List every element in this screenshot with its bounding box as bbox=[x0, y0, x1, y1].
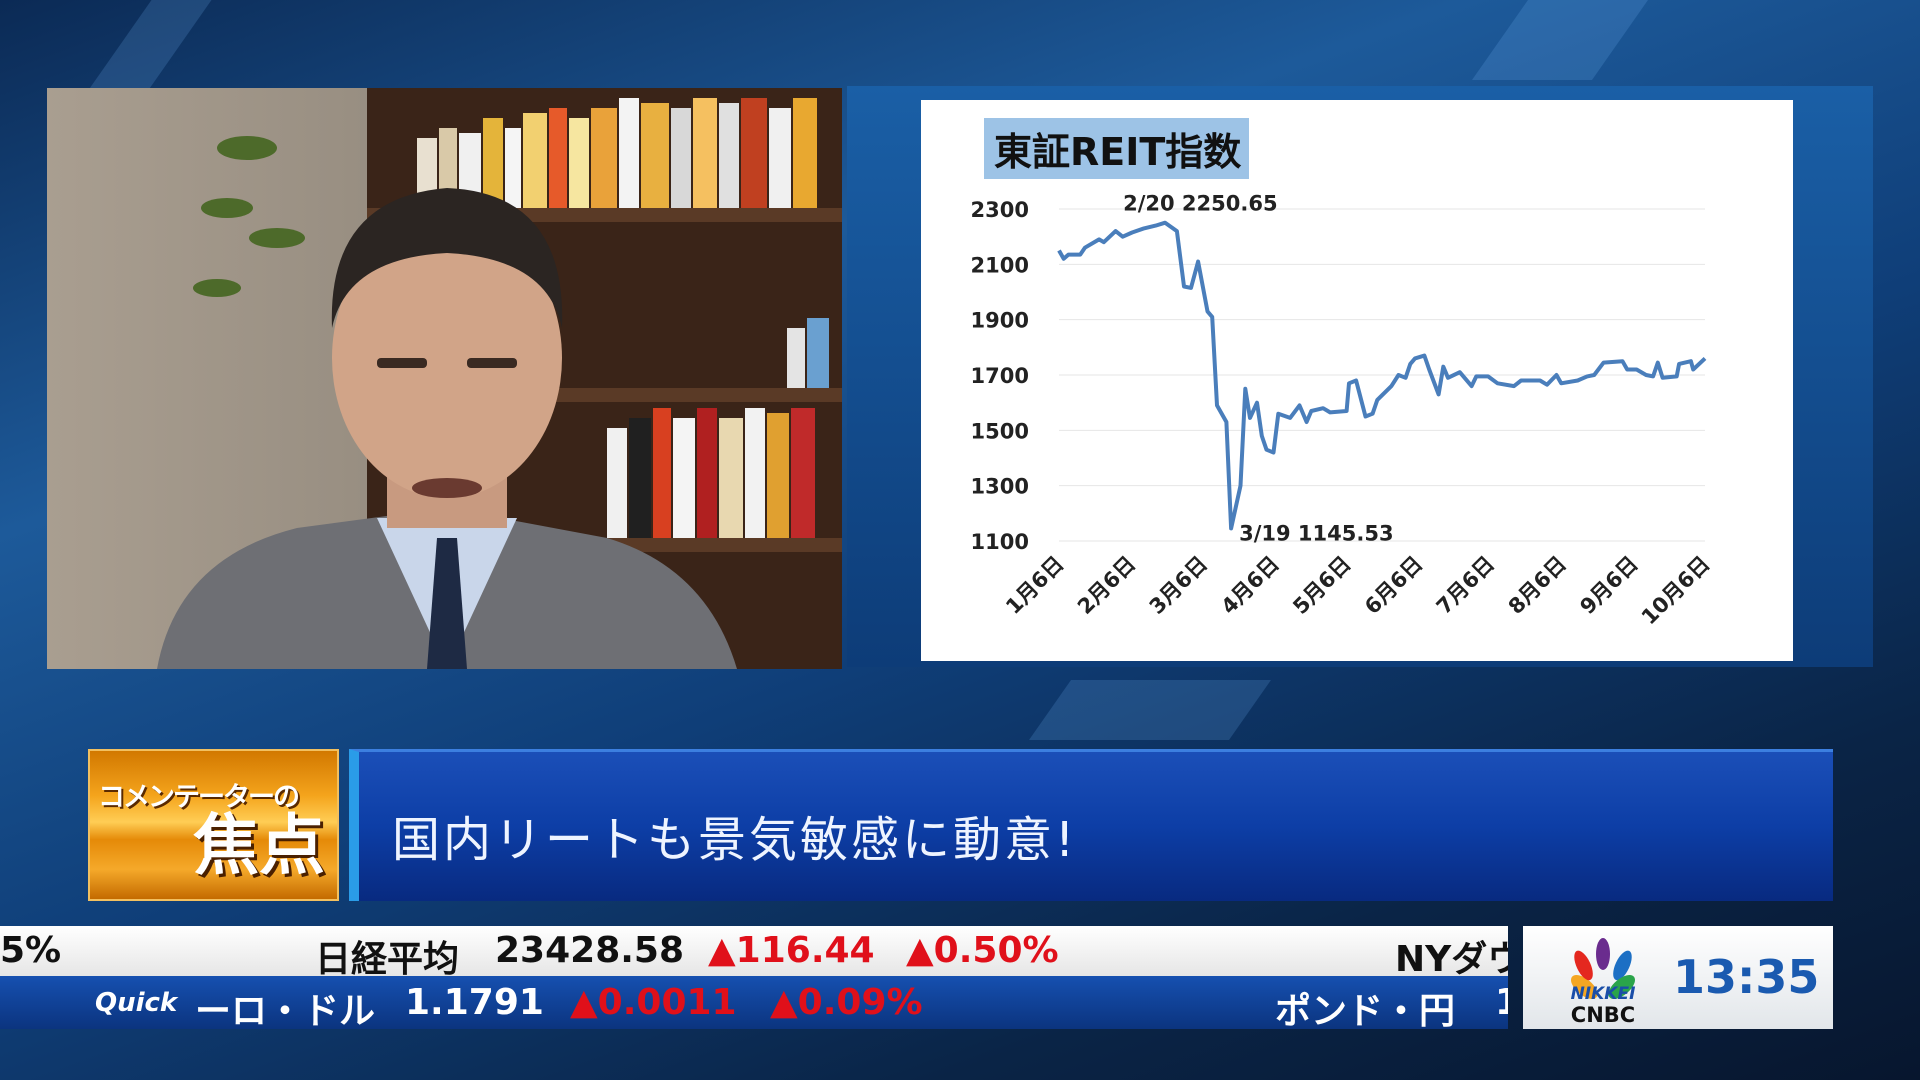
chart-panel: 東証REIT指数 2300 2100 1900 1700 1500 1300 1100 1月6… bbox=[847, 86, 1873, 667]
chart-title: 東証REIT指数 bbox=[984, 118, 1249, 179]
ticker-row-stocks: 5% 日経平均 23428.58 ▲116.44 ▲0.50% NYダウ bbox=[0, 926, 1508, 976]
y-tick-label: 1900 bbox=[971, 309, 1029, 333]
ticker-value: 1.1791 bbox=[405, 982, 544, 1023]
ticker-value: 23428.58 bbox=[495, 930, 685, 971]
x-tick-label: 5月6日 bbox=[1288, 552, 1355, 619]
background-streak bbox=[1028, 680, 1272, 740]
logo-cnbc: CNBC bbox=[1571, 1003, 1635, 1027]
chart-card: 東証REIT指数 2300 2100 1900 1700 1500 1300 1100 1月6… bbox=[921, 100, 1793, 661]
commentator-video bbox=[47, 88, 842, 669]
badge-label-main: 焦点 bbox=[193, 807, 325, 884]
person bbox=[157, 188, 737, 669]
ticker-pct: ▲0.09% bbox=[770, 982, 923, 1023]
x-tick-label: 2月6日 bbox=[1073, 552, 1140, 619]
background-streak bbox=[1471, 0, 1649, 80]
y-tick-label: 1500 bbox=[971, 419, 1029, 443]
x-tick-label: 1月6日 bbox=[1001, 552, 1068, 619]
quick-logo: Quick bbox=[95, 988, 178, 1018]
background-streak bbox=[88, 0, 212, 90]
ticker-next-tail: 1 bbox=[1495, 982, 1508, 1023]
ticker-row-fx: Quick ーロ・ドル 1.1791 ▲0.0011 ▲0.09% ポンド・円 … bbox=[0, 976, 1508, 1029]
commentator-video-frame bbox=[47, 88, 842, 669]
y-tick-label: 1700 bbox=[971, 364, 1029, 388]
logo-nikkei: NIKKEI bbox=[1571, 984, 1636, 1004]
ticker-name: ーロ・ドル bbox=[195, 991, 376, 1029]
y-tick-label: 2300 bbox=[971, 198, 1029, 222]
ticker-change: ▲116.44 bbox=[708, 930, 875, 971]
peak-annotation: 2/20 2250.65 bbox=[1123, 192, 1277, 216]
x-tick-label: 7月6日 bbox=[1432, 552, 1499, 619]
badge-label-top: コメンテーターの bbox=[98, 782, 300, 813]
headline-banner: 国内リートも景気敏感に動意! bbox=[349, 749, 1833, 901]
x-tick-label: 6月6日 bbox=[1360, 552, 1427, 619]
y-tick-label: 1300 bbox=[971, 475, 1029, 499]
ticker-next: NYダウ bbox=[1395, 939, 1508, 976]
y-tick-label: 2100 bbox=[971, 253, 1029, 277]
headline-text: 国内リートも景気敏感に動意! bbox=[392, 812, 1078, 868]
ticker-prev-tail: 5% bbox=[0, 930, 62, 971]
ticker-pct: ▲0.50% bbox=[906, 930, 1059, 971]
nikkei-cnbc-logo-box: NIKKEI CNBC 13:35 bbox=[1523, 926, 1833, 1029]
ticker-next: ポンド・円 bbox=[1275, 991, 1456, 1029]
plant bbox=[193, 136, 305, 297]
x-tick-label: 9月6日 bbox=[1575, 552, 1642, 619]
commentator-focus-badge: コメンテーターの 焦点 bbox=[88, 749, 339, 901]
trough-annotation: 3/19 1145.53 bbox=[1239, 521, 1393, 545]
x-tick-label: 3月6日 bbox=[1145, 552, 1212, 619]
clock: 13:35 bbox=[1673, 950, 1820, 1004]
x-tick-label: 8月6日 bbox=[1504, 552, 1571, 619]
x-tick-label: 4月6日 bbox=[1217, 552, 1284, 619]
nikkei-cnbc-logo: NIKKEI CNBC bbox=[1571, 938, 1636, 1027]
reit-index-line bbox=[1057, 220, 1707, 531]
x-tick-label: 10月6日 bbox=[1637, 552, 1715, 630]
ticker-name: 日経平均 bbox=[315, 939, 460, 976]
y-tick-label: 1100 bbox=[971, 530, 1029, 554]
ticker-change: ▲0.0011 bbox=[570, 982, 737, 1023]
